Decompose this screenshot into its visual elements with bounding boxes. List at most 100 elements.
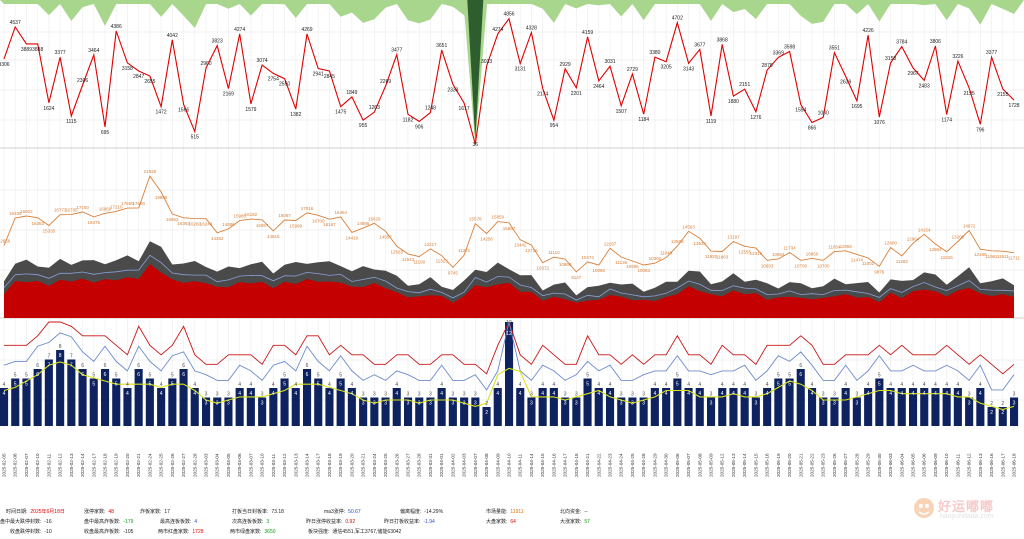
board-count-bar	[729, 388, 738, 426]
up-count-label: 3868	[717, 37, 728, 43]
volume-label: 10063	[637, 268, 650, 273]
volume-label: 16363	[177, 221, 190, 226]
board-count-bar	[751, 397, 760, 426]
date-tick-label: 2025-04-18	[574, 453, 579, 477]
board-count-bar	[864, 388, 873, 426]
volume-label: 11323	[436, 259, 449, 264]
bar-inner-label: 4	[743, 391, 746, 397]
board-count-bar	[875, 378, 884, 426]
date-tick-label: 2025-04-15	[540, 453, 545, 477]
footer-stat-key: 涨停家数:	[84, 509, 106, 515]
board-count-bar	[628, 397, 637, 426]
volume-label: 17680	[132, 201, 145, 206]
footer-stat: 大盘家数: 64	[486, 518, 516, 526]
bar-top-label: 4	[687, 382, 690, 388]
footer-stat-key: 时间日期:	[6, 509, 28, 515]
volume-label: 11920	[705, 254, 718, 259]
board-count-bar	[78, 369, 87, 426]
date-tick-label: 2025-02-21	[136, 453, 141, 477]
footer-stat: 偏离幅度: -14.29%	[400, 508, 443, 516]
up-count-label: 3205	[661, 65, 672, 71]
board-count-bar	[168, 378, 177, 426]
bar-top-label: 3	[710, 392, 713, 398]
bar-top-label: 3	[833, 392, 836, 398]
date-tick-label: 2025-03-13	[293, 453, 298, 477]
footer-stat-value: 57	[584, 519, 590, 525]
bar-top-label: 6	[137, 363, 140, 369]
up-count-label: 3380	[649, 50, 660, 56]
bar-top-label: 2	[1001, 401, 1004, 407]
board-count-bar	[145, 378, 154, 426]
board-count-bar	[808, 388, 817, 426]
board-count-bar	[246, 388, 255, 426]
bar-inner-label: 3	[642, 401, 645, 407]
date-tick-label: 2025-02-26	[170, 453, 175, 477]
bar-inner-label: 3	[261, 401, 264, 407]
board-count-bar	[527, 397, 536, 426]
up-count-label: 3823	[212, 39, 223, 45]
board-count-bar	[471, 397, 480, 426]
footer-stat-key: 偏离幅度:	[400, 509, 422, 515]
volume-label: 16363	[31, 221, 44, 226]
volume-label: 12563	[391, 249, 404, 254]
volume-label: 16773	[54, 208, 67, 213]
up-count-line	[3, 17, 1015, 145]
up-count-label: 1174	[941, 118, 952, 124]
volume-label: 12716	[525, 248, 538, 253]
date-tick-label: 2025-05-13	[731, 453, 736, 477]
footer-stat-value: 64	[510, 519, 516, 525]
footer-stat-value: 11911	[510, 509, 524, 515]
board-count-bar	[852, 397, 861, 426]
bar-top-label: 7	[48, 354, 51, 360]
bar-inner-label: 4	[250, 391, 253, 397]
up-count-label: 1554	[795, 108, 806, 114]
date-tick-label: 2025-03-06	[237, 453, 242, 477]
bar-inner-label: 3	[384, 401, 387, 407]
bar-top-label: 5	[586, 373, 589, 379]
volume-label: 16182	[245, 212, 258, 217]
up-count-label: 3158	[122, 66, 133, 72]
bar-inner-label: 12	[506, 331, 512, 337]
up-count-label: 1475	[335, 110, 346, 116]
bar-inner-label: 6	[137, 372, 140, 378]
date-tick-label: 2025-03-25	[383, 453, 388, 477]
up-count-label: 2169	[223, 92, 234, 98]
volume-label: 19805	[155, 195, 168, 200]
date-tick-label: 2025-03-17	[316, 453, 321, 477]
footer-stat-value: 2025年6月18日	[30, 509, 65, 515]
board-count-bar	[516, 388, 525, 426]
volume-label: 15985	[233, 214, 246, 219]
up-count-label: 4328	[526, 26, 537, 32]
bar-inner-label: 5	[878, 382, 881, 388]
volume-label: 16087	[256, 223, 269, 228]
board-count-bar	[493, 388, 502, 426]
up-count-label: 3477	[391, 48, 402, 54]
bar-inner-label: 4	[160, 391, 163, 397]
date-tick-label: 2025-03-24	[372, 453, 377, 477]
footer-stat: 打板当日封板率: 73.18	[232, 508, 284, 516]
date-tick-label: 2025-03-12	[282, 453, 287, 477]
board-count-bar	[202, 397, 211, 426]
up-count-label: 1382	[290, 112, 301, 118]
bar-top-label: 4	[238, 382, 241, 388]
bar-inner-label: 4	[957, 391, 960, 397]
volume-label: 12180	[974, 252, 987, 257]
up-count-label: 3551	[829, 46, 840, 52]
volume-label: 17016	[301, 206, 314, 211]
bar-inner-label: 2	[990, 410, 993, 416]
bar-inner-label: 3	[833, 401, 836, 407]
board-count-bar	[33, 369, 42, 426]
up-count-label: 954	[550, 123, 559, 129]
footer-stat-value: 50.67	[348, 509, 361, 515]
up-count-label: 3806	[930, 39, 941, 45]
board-count-bar	[606, 388, 615, 426]
volume-label: 11190	[413, 260, 425, 265]
bar-inner-label: 2	[1001, 410, 1004, 416]
footer-stat-value: 0.92	[345, 519, 356, 525]
volume-label: 10700	[795, 263, 808, 268]
bar-top-label: 4	[351, 382, 354, 388]
board-count-bar	[381, 397, 390, 426]
up-count-label: 1566	[178, 107, 189, 113]
up-count-label: 2729	[627, 67, 638, 73]
volume-label: 15578	[469, 217, 482, 222]
